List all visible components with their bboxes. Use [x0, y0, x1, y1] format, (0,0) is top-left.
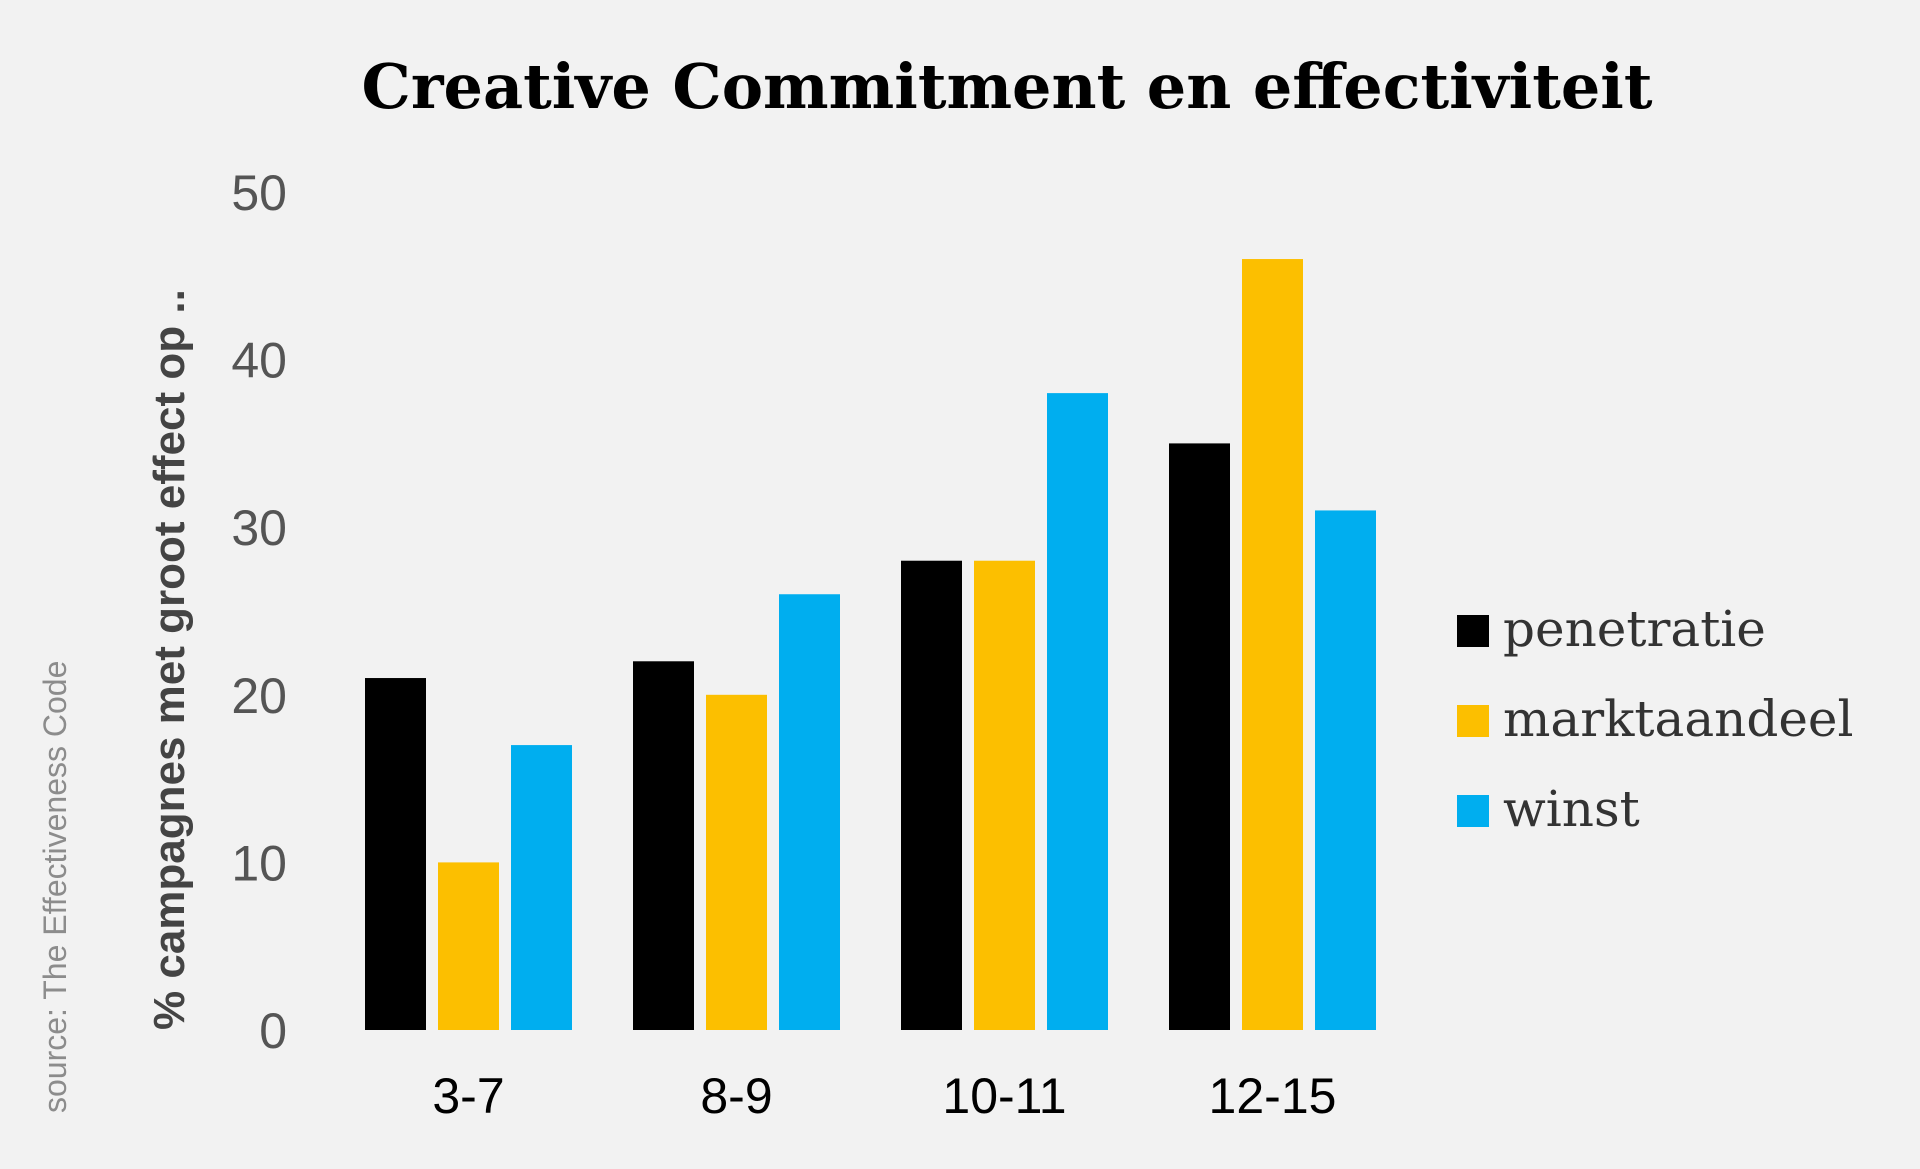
- x-tick-label: 12-15: [1209, 1068, 1337, 1124]
- bar-penetratie-3-7: [365, 678, 426, 1030]
- source-label: source: The Effectiveness Code: [37, 661, 73, 1113]
- chart-title: Creative Commitment en effectiviteit: [361, 50, 1652, 123]
- bars: [365, 259, 1376, 1030]
- bar-winst-10-11: [1047, 393, 1108, 1030]
- y-tick-label: 0: [259, 1003, 287, 1059]
- bar-penetratie-12-15: [1169, 443, 1230, 1030]
- bar-marktaandeel-12-15: [1242, 259, 1303, 1030]
- legend-label-penetratie: penetratie: [1503, 600, 1766, 658]
- bar-penetratie-10-11: [901, 560, 962, 1030]
- y-tick-label: 30: [231, 500, 287, 556]
- y-axis-ticks: 0 10 20 30 40 50: [231, 165, 287, 1059]
- legend: penetratie marktaandeel winst: [1457, 600, 1854, 838]
- x-tick-label: 3-7: [432, 1068, 504, 1124]
- bar-marktaandeel-8-9: [706, 694, 767, 1030]
- bar-penetratie-8-9: [633, 661, 694, 1030]
- bar-marktaandeel-10-11: [974, 560, 1035, 1030]
- y-axis-label: % campagnes met groot effect op ..: [145, 289, 194, 1030]
- legend-label-marktaandeel: marktaandeel: [1503, 690, 1854, 748]
- x-tick-label: 10-11: [942, 1068, 1066, 1124]
- legend-swatch-penetratie: [1457, 615, 1489, 647]
- x-axis-ticks: 3-7 8-9 10-11 12-15: [432, 1068, 1336, 1124]
- bar-winst-8-9: [779, 594, 840, 1030]
- x-tick-label: 8-9: [700, 1068, 772, 1124]
- y-tick-label: 50: [231, 165, 287, 221]
- bar-marktaandeel-3-7: [438, 862, 499, 1030]
- y-tick-label: 20: [231, 668, 287, 724]
- legend-swatch-winst: [1457, 795, 1489, 827]
- legend-swatch-marktaandeel: [1457, 705, 1489, 737]
- bar-winst-12-15: [1315, 510, 1376, 1030]
- bar-winst-3-7: [511, 745, 572, 1030]
- y-tick-label: 10: [231, 835, 287, 891]
- y-tick-label: 40: [231, 333, 287, 389]
- legend-label-winst: winst: [1503, 780, 1640, 838]
